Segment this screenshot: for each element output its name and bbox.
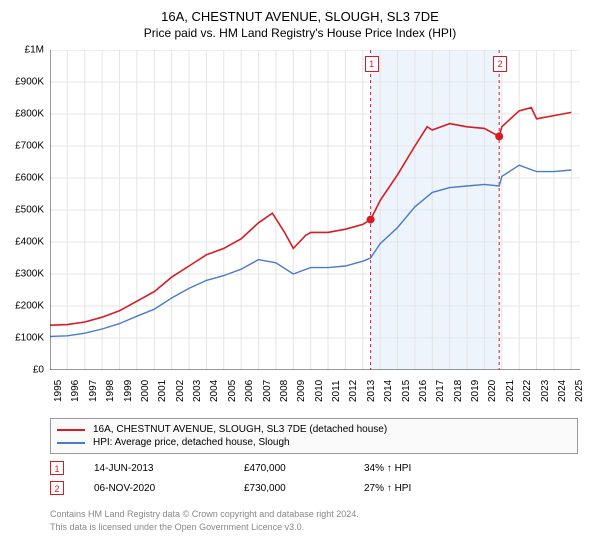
x-tick-label: 2022 bbox=[522, 380, 533, 402]
x-tick-label: 2004 bbox=[209, 380, 220, 402]
legend-label: HPI: Average price, detached house, Slou… bbox=[93, 437, 290, 448]
x-tick-label: 2024 bbox=[557, 380, 568, 402]
y-tick-label: £900K bbox=[15, 77, 44, 88]
legend-item: 16A, CHESTNUT AVENUE, SLOUGH, SL3 7DE (d… bbox=[57, 423, 571, 436]
marker-pct: 34% ↑ HPI bbox=[364, 463, 484, 474]
x-tick-label: 2009 bbox=[296, 380, 307, 402]
x-tick-label: 2018 bbox=[453, 380, 464, 402]
marker-price: £730,000 bbox=[244, 483, 364, 494]
y-tick-label: £600K bbox=[15, 173, 44, 184]
marker-row: 1 14-JUN-2013 £470,000 34% ↑ HPI bbox=[50, 458, 578, 478]
legend-swatch bbox=[57, 442, 85, 444]
chart-title: 16A, CHESTNUT AVENUE, SLOUGH, SL3 7DE bbox=[0, 0, 600, 26]
x-tick-label: 2017 bbox=[435, 380, 446, 402]
legend: 16A, CHESTNUT AVENUE, SLOUGH, SL3 7DE (d… bbox=[50, 418, 578, 454]
y-tick-label: £300K bbox=[15, 269, 44, 280]
x-tick-label: 2014 bbox=[383, 380, 394, 402]
marker-date: 06-NOV-2020 bbox=[94, 483, 244, 494]
x-tick-label: 2002 bbox=[175, 380, 186, 402]
marker-pct: 27% ↑ HPI bbox=[364, 483, 484, 494]
x-tick-label: 1995 bbox=[53, 380, 64, 402]
footer-line: Contains HM Land Registry data © Crown c… bbox=[50, 508, 578, 521]
x-tick-label: 2021 bbox=[505, 380, 516, 402]
x-tick-label: 2013 bbox=[366, 380, 377, 402]
x-tick-label: 2025 bbox=[574, 380, 585, 402]
plot-marker-label: 1 bbox=[365, 56, 379, 72]
x-tick-label: 2020 bbox=[487, 380, 498, 402]
y-tick-label: £800K bbox=[15, 109, 44, 120]
x-tick-label: 2005 bbox=[227, 380, 238, 402]
plot-marker-label: 2 bbox=[493, 56, 507, 72]
x-tick-label: 2019 bbox=[470, 380, 481, 402]
marker-date: 14-JUN-2013 bbox=[94, 463, 244, 474]
x-tick-label: 2008 bbox=[279, 380, 290, 402]
y-tick-label: £500K bbox=[15, 205, 44, 216]
legend-swatch bbox=[57, 429, 85, 431]
y-axis: £0£100K£200K£300K£400K£500K£600K£700K£80… bbox=[0, 50, 48, 370]
marker-row: 2 06-NOV-2020 £730,000 27% ↑ HPI bbox=[50, 478, 578, 498]
x-tick-label: 1998 bbox=[105, 380, 116, 402]
x-tick-label: 2010 bbox=[314, 380, 325, 402]
x-tick-label: 2003 bbox=[192, 380, 203, 402]
x-tick-label: 2016 bbox=[418, 380, 429, 402]
x-tick-label: 1999 bbox=[123, 380, 134, 402]
x-tick-label: 1996 bbox=[70, 380, 81, 402]
y-tick-label: £0 bbox=[33, 365, 44, 376]
x-tick-label: 2015 bbox=[401, 380, 412, 402]
x-axis: 1995 1996 1997 1998 1999 2000 2001 2002 2003 2004… bbox=[50, 372, 580, 412]
y-tick-label: £700K bbox=[15, 141, 44, 152]
footer-line: This data is licensed under the Open Gov… bbox=[50, 521, 578, 534]
y-tick-label: £200K bbox=[15, 301, 44, 312]
footer-note: Contains HM Land Registry data © Crown c… bbox=[50, 508, 578, 533]
x-tick-label: 2012 bbox=[348, 380, 359, 402]
legend-label: 16A, CHESTNUT AVENUE, SLOUGH, SL3 7DE (d… bbox=[93, 424, 387, 435]
marker-badge: 2 bbox=[50, 481, 64, 495]
y-tick-label: £400K bbox=[15, 237, 44, 248]
x-tick-label: 2000 bbox=[140, 380, 151, 402]
legend-item: HPI: Average price, detached house, Slou… bbox=[57, 436, 571, 449]
x-tick-label: 2023 bbox=[540, 380, 551, 402]
x-tick-label: 2001 bbox=[157, 380, 168, 402]
chart-container: 16A, CHESTNUT AVENUE, SLOUGH, SL3 7DE Pr… bbox=[0, 0, 600, 560]
marker-price: £470,000 bbox=[244, 463, 364, 474]
x-tick-label: 2006 bbox=[244, 380, 255, 402]
marker-badge: 1 bbox=[50, 461, 64, 475]
x-tick-label: 2011 bbox=[331, 380, 342, 402]
plot-area: 12 bbox=[50, 50, 580, 370]
plot-svg bbox=[50, 50, 580, 370]
chart-subtitle: Price paid vs. HM Land Registry's House … bbox=[0, 26, 600, 40]
marker-table: 1 14-JUN-2013 £470,000 34% ↑ HPI 2 06-NO… bbox=[50, 458, 578, 498]
y-tick-label: £100K bbox=[15, 333, 44, 344]
x-tick-label: 2007 bbox=[262, 380, 273, 402]
x-tick-label: 1997 bbox=[88, 380, 99, 402]
y-tick-label: £1M bbox=[25, 45, 44, 56]
